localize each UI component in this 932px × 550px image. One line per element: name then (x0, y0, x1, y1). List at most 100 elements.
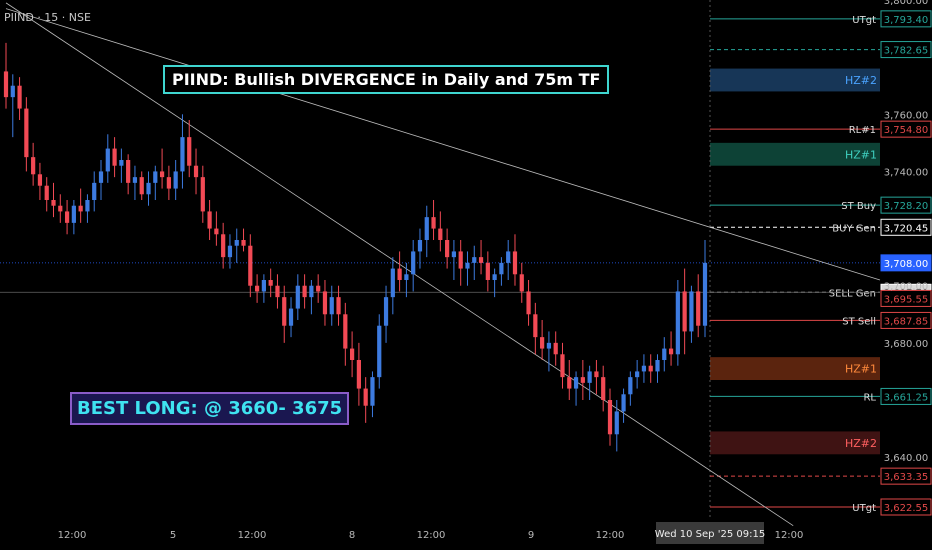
candle-body (472, 257, 477, 263)
candle-body (702, 262, 708, 326)
candle-body (458, 251, 463, 269)
candle (153, 165, 158, 200)
candle (696, 274, 701, 338)
candle-body (234, 240, 239, 246)
level-name-label: BUY Gen (832, 223, 876, 234)
candle-body (193, 165, 199, 178)
level-name-label: UTgt (852, 15, 876, 26)
candle (350, 331, 355, 378)
candle-body (492, 274, 497, 280)
candle-body (641, 365, 647, 372)
candle (268, 268, 273, 298)
candle-body (119, 160, 124, 166)
candle (234, 228, 239, 263)
candle (126, 154, 131, 195)
candle (411, 240, 416, 292)
candle (682, 268, 687, 355)
candle (71, 200, 76, 235)
candle-body (336, 297, 341, 315)
candle (254, 274, 260, 303)
candle-body (214, 228, 219, 235)
candle (24, 97, 29, 172)
candle-body (573, 377, 579, 389)
candle-body (254, 285, 260, 292)
candle (112, 137, 117, 178)
candle-body (64, 211, 70, 223)
candle-body (417, 240, 423, 252)
candle-body (370, 377, 375, 406)
zone-label: HZ#1 (845, 363, 877, 376)
candle-body (526, 291, 531, 315)
candle-body (397, 268, 402, 280)
candle-body (180, 137, 185, 172)
candle (641, 354, 647, 383)
candle (248, 234, 253, 298)
candle-body (17, 85, 22, 109)
candle-body (438, 228, 443, 240)
price-tag-label: 3,708.00 (884, 259, 929, 270)
candle-body (662, 348, 667, 360)
candle-body (553, 342, 558, 355)
candle-body (540, 337, 545, 349)
price-tag-box (880, 120, 932, 138)
price-tag-label: 3,687.85 (884, 316, 929, 327)
x-tick-label: 12:00 (58, 530, 87, 541)
price-tag-box (880, 196, 932, 214)
candle (499, 257, 504, 286)
candle (397, 251, 402, 292)
candle-body (126, 160, 131, 183)
candle (628, 371, 633, 406)
candle-body (404, 274, 409, 280)
candle-body (112, 148, 117, 166)
candle-body (275, 285, 280, 298)
candle-body (268, 280, 273, 286)
candle (214, 211, 219, 246)
candle (519, 262, 524, 303)
candle (540, 320, 545, 360)
price-tag-box (880, 218, 932, 236)
candle (3, 42, 9, 109)
candle (288, 297, 294, 338)
candle-body (512, 251, 518, 275)
candle-body (44, 185, 49, 200)
x-tick-label: 9 (528, 530, 534, 541)
candle-body (499, 262, 504, 275)
candle (159, 148, 165, 189)
x-tick-label: 12:00 (596, 530, 625, 541)
candle-body (383, 297, 389, 326)
candle-body (390, 268, 395, 298)
candle-body (696, 291, 701, 326)
candle (322, 280, 328, 326)
candle-body (282, 297, 287, 326)
candle (383, 285, 389, 343)
candle (166, 165, 171, 200)
price-tag-box (880, 289, 932, 307)
candle-body (71, 205, 76, 223)
price-tag-box (880, 467, 932, 485)
candle-body (10, 85, 15, 98)
y-tick-label: 3,700.00 (884, 282, 929, 293)
candle-body (58, 205, 63, 212)
candle (370, 371, 375, 418)
candle-body (485, 262, 490, 280)
candle-body (519, 274, 524, 292)
ticker-label: PIIND · 15 · NSE (4, 11, 91, 24)
candle-body (302, 285, 307, 298)
candle (193, 148, 199, 195)
candle (580, 360, 585, 400)
price-tag-label: 3,720.45 (884, 223, 929, 234)
candle-body (166, 177, 171, 189)
candle (506, 240, 511, 280)
candle-body (689, 291, 694, 332)
candle-body (607, 400, 613, 435)
candle-body (173, 171, 178, 189)
candle-body (221, 234, 226, 258)
candle-body (227, 245, 233, 258)
candle-body (159, 171, 165, 178)
y-tick-label: 3,760.00 (884, 110, 929, 121)
level-name-label: RL#1 (849, 125, 876, 136)
candle-body (356, 360, 361, 389)
candle-body (132, 177, 138, 183)
candle (458, 240, 463, 286)
zone-hz1-box (710, 357, 880, 380)
